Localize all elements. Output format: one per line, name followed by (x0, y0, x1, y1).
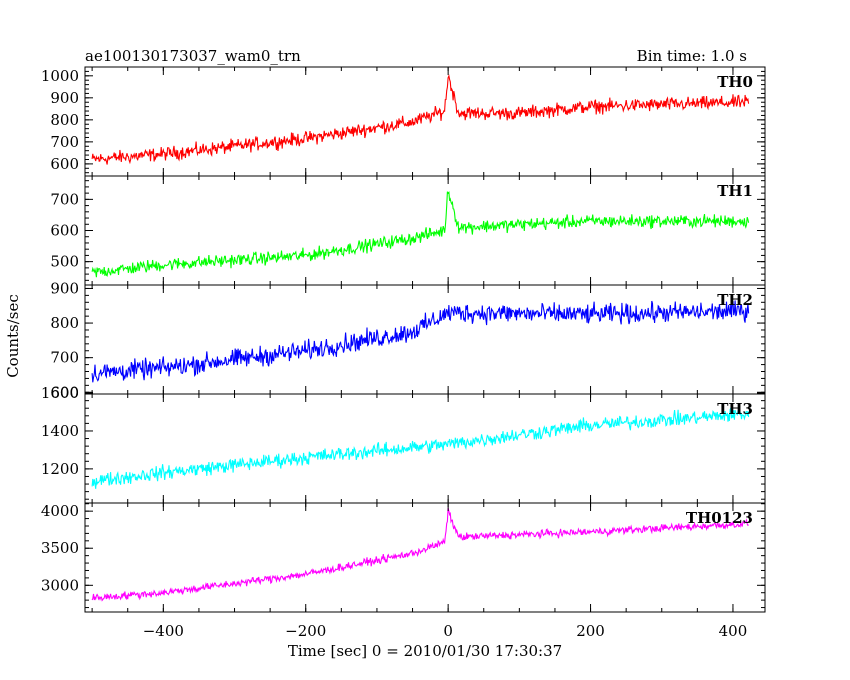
panel-frame (84, 66, 766, 177)
series-line-th3 (91, 406, 750, 489)
series-line-th0 (91, 74, 750, 165)
series-label-th0123: TH0123 (686, 509, 753, 527)
panel-frame (84, 393, 766, 504)
series-line-th1 (91, 191, 750, 278)
panel-th3: 1200 1400 1600 TH3 (41, 384, 766, 504)
y-tick-label: 800 (50, 314, 79, 332)
chart-title: ae100130173037_wam0_trn (85, 47, 301, 65)
panel-frame (84, 502, 766, 613)
bin-time-label: Bin time: 1.0 s (637, 47, 747, 65)
y-tick-label: 700 (50, 349, 79, 367)
y-tick-label: 700 (50, 190, 79, 208)
panel-th2: 600 700 800 900 TH2 (50, 279, 766, 401)
panel-th0123: 3000 3500 4000 TH0123 (41, 502, 766, 613)
y-tick-label: 900 (50, 279, 79, 297)
series-line-th2 (91, 300, 750, 383)
y-tick-label: 1000 (41, 67, 79, 85)
y-tick-label: 900 (50, 89, 79, 107)
series-label-th3: TH3 (717, 400, 753, 418)
y-tick-label: 600 (50, 155, 79, 173)
panel-frame (84, 284, 766, 395)
y-tick-label: 4000 (41, 502, 79, 520)
y-tick-label: 600 (50, 383, 79, 401)
panel-stack: 600 700 800 900 1000 TH0 500 600 700 TH1 600 700 800… (41, 66, 766, 640)
y-tick-label: 600 (50, 222, 79, 240)
series-label-th0: TH0 (717, 73, 753, 91)
panel-th0: 600 700 800 900 1000 TH0 (41, 66, 766, 177)
y-tick-label: 800 (50, 111, 79, 129)
x-tick-label: 400 (719, 622, 748, 640)
panel-th1: 500 600 700 TH1 (50, 175, 766, 286)
y-tick-label: 500 (50, 253, 79, 271)
x-tick-label: 200 (576, 622, 605, 640)
series-label-th2: TH2 (717, 291, 753, 309)
x-axis-label: Time [sec] 0 = 2010/01/30 17:30:37 (288, 642, 562, 660)
x-tick-label: −400 (143, 622, 184, 640)
x-tick-label: 0 (443, 622, 453, 640)
series-line-th0123 (91, 507, 749, 602)
y-tick-label: 1400 (41, 422, 79, 440)
x-tick-label: −200 (285, 622, 326, 640)
y-tick-label: 3500 (41, 539, 79, 557)
y-axis-label: Counts/sec (4, 294, 22, 378)
y-tick-label: 700 (50, 133, 79, 151)
y-tick-label: 1600 (41, 384, 79, 402)
series-label-th1: TH1 (717, 182, 753, 200)
y-tick-label: 1200 (41, 460, 79, 478)
y-tick-label: 3000 (41, 576, 79, 594)
